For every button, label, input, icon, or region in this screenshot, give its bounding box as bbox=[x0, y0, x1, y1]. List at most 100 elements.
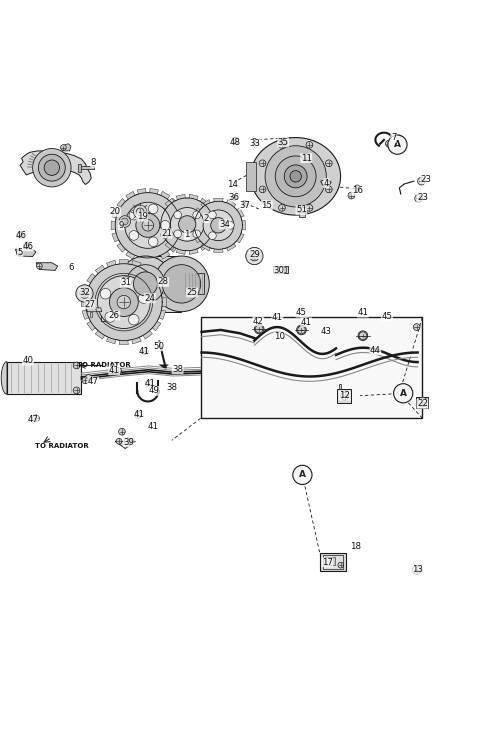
Circle shape bbox=[119, 429, 125, 435]
Circle shape bbox=[109, 288, 138, 316]
Circle shape bbox=[252, 253, 257, 259]
Circle shape bbox=[160, 220, 170, 230]
Circle shape bbox=[121, 277, 132, 287]
Polygon shape bbox=[320, 553, 346, 571]
Text: 38: 38 bbox=[167, 383, 177, 391]
Circle shape bbox=[179, 216, 196, 233]
Circle shape bbox=[161, 232, 168, 238]
Text: 45: 45 bbox=[296, 308, 307, 317]
Circle shape bbox=[133, 272, 157, 296]
Text: A: A bbox=[400, 389, 407, 398]
Circle shape bbox=[281, 139, 288, 146]
Circle shape bbox=[117, 295, 131, 309]
Circle shape bbox=[254, 324, 264, 334]
Circle shape bbox=[299, 327, 304, 332]
Polygon shape bbox=[194, 201, 242, 249]
Text: 13: 13 bbox=[412, 566, 423, 574]
Circle shape bbox=[278, 141, 285, 148]
Text: 2: 2 bbox=[204, 214, 209, 222]
Text: 46: 46 bbox=[16, 231, 26, 241]
Text: 38: 38 bbox=[172, 364, 183, 374]
Text: A: A bbox=[299, 470, 306, 480]
Polygon shape bbox=[114, 278, 145, 289]
Text: TO RADIATOR: TO RADIATOR bbox=[77, 362, 131, 368]
Circle shape bbox=[73, 387, 80, 394]
Circle shape bbox=[116, 438, 122, 444]
Circle shape bbox=[278, 205, 285, 211]
Circle shape bbox=[33, 149, 71, 187]
Text: 36: 36 bbox=[229, 193, 240, 202]
Text: 29: 29 bbox=[249, 249, 260, 259]
Circle shape bbox=[396, 135, 402, 141]
Text: 47: 47 bbox=[88, 377, 98, 386]
Circle shape bbox=[16, 250, 22, 256]
Text: 18: 18 bbox=[350, 542, 360, 551]
Polygon shape bbox=[192, 198, 245, 252]
Text: 42: 42 bbox=[253, 317, 264, 326]
Polygon shape bbox=[36, 262, 58, 270]
Text: 41: 41 bbox=[134, 410, 144, 419]
Polygon shape bbox=[86, 308, 102, 312]
Circle shape bbox=[360, 333, 365, 338]
Text: 22: 22 bbox=[417, 399, 428, 408]
Circle shape bbox=[145, 381, 152, 387]
Polygon shape bbox=[251, 138, 341, 215]
Text: 28: 28 bbox=[158, 278, 168, 286]
Polygon shape bbox=[133, 205, 147, 219]
Circle shape bbox=[126, 265, 165, 303]
Polygon shape bbox=[185, 273, 204, 295]
Circle shape bbox=[412, 566, 421, 574]
Polygon shape bbox=[246, 162, 255, 191]
Circle shape bbox=[306, 141, 313, 148]
Polygon shape bbox=[325, 556, 335, 565]
Text: 15: 15 bbox=[262, 200, 272, 210]
Polygon shape bbox=[323, 555, 343, 569]
Circle shape bbox=[135, 412, 142, 418]
Circle shape bbox=[338, 562, 344, 568]
Polygon shape bbox=[115, 192, 180, 258]
Text: 37: 37 bbox=[240, 200, 250, 210]
Circle shape bbox=[255, 325, 263, 333]
Text: 40: 40 bbox=[23, 356, 33, 365]
Circle shape bbox=[174, 211, 181, 219]
Text: 44: 44 bbox=[370, 346, 381, 354]
Circle shape bbox=[142, 348, 148, 354]
Text: 48: 48 bbox=[230, 138, 240, 147]
Polygon shape bbox=[157, 194, 217, 254]
Circle shape bbox=[118, 256, 173, 312]
Circle shape bbox=[298, 326, 305, 334]
Circle shape bbox=[36, 263, 42, 269]
Text: 34: 34 bbox=[219, 220, 230, 229]
Polygon shape bbox=[111, 188, 184, 262]
Text: 49: 49 bbox=[148, 386, 159, 395]
Text: 46: 46 bbox=[23, 242, 33, 251]
Circle shape bbox=[252, 141, 259, 147]
Circle shape bbox=[44, 160, 60, 176]
Text: 9: 9 bbox=[118, 221, 124, 230]
Text: 16: 16 bbox=[352, 186, 362, 195]
Circle shape bbox=[154, 256, 209, 312]
Text: 17: 17 bbox=[322, 558, 333, 566]
Circle shape bbox=[418, 177, 425, 185]
Polygon shape bbox=[161, 198, 214, 251]
Text: 24: 24 bbox=[144, 294, 155, 303]
Text: 33: 33 bbox=[250, 139, 261, 148]
Circle shape bbox=[250, 252, 259, 261]
Circle shape bbox=[170, 208, 204, 241]
Text: 26: 26 bbox=[109, 311, 120, 320]
Circle shape bbox=[413, 324, 420, 330]
Circle shape bbox=[359, 332, 367, 340]
Polygon shape bbox=[7, 362, 81, 394]
Polygon shape bbox=[339, 383, 341, 389]
Text: 41: 41 bbox=[109, 366, 120, 375]
Text: 23: 23 bbox=[417, 193, 428, 203]
Polygon shape bbox=[145, 256, 181, 312]
Circle shape bbox=[232, 138, 239, 144]
Text: TO RADIATOR: TO RADIATOR bbox=[35, 443, 88, 449]
Circle shape bbox=[265, 146, 326, 207]
Text: 47: 47 bbox=[27, 416, 38, 424]
Polygon shape bbox=[275, 267, 286, 273]
Circle shape bbox=[142, 219, 154, 231]
Circle shape bbox=[136, 214, 160, 238]
Circle shape bbox=[73, 362, 80, 369]
